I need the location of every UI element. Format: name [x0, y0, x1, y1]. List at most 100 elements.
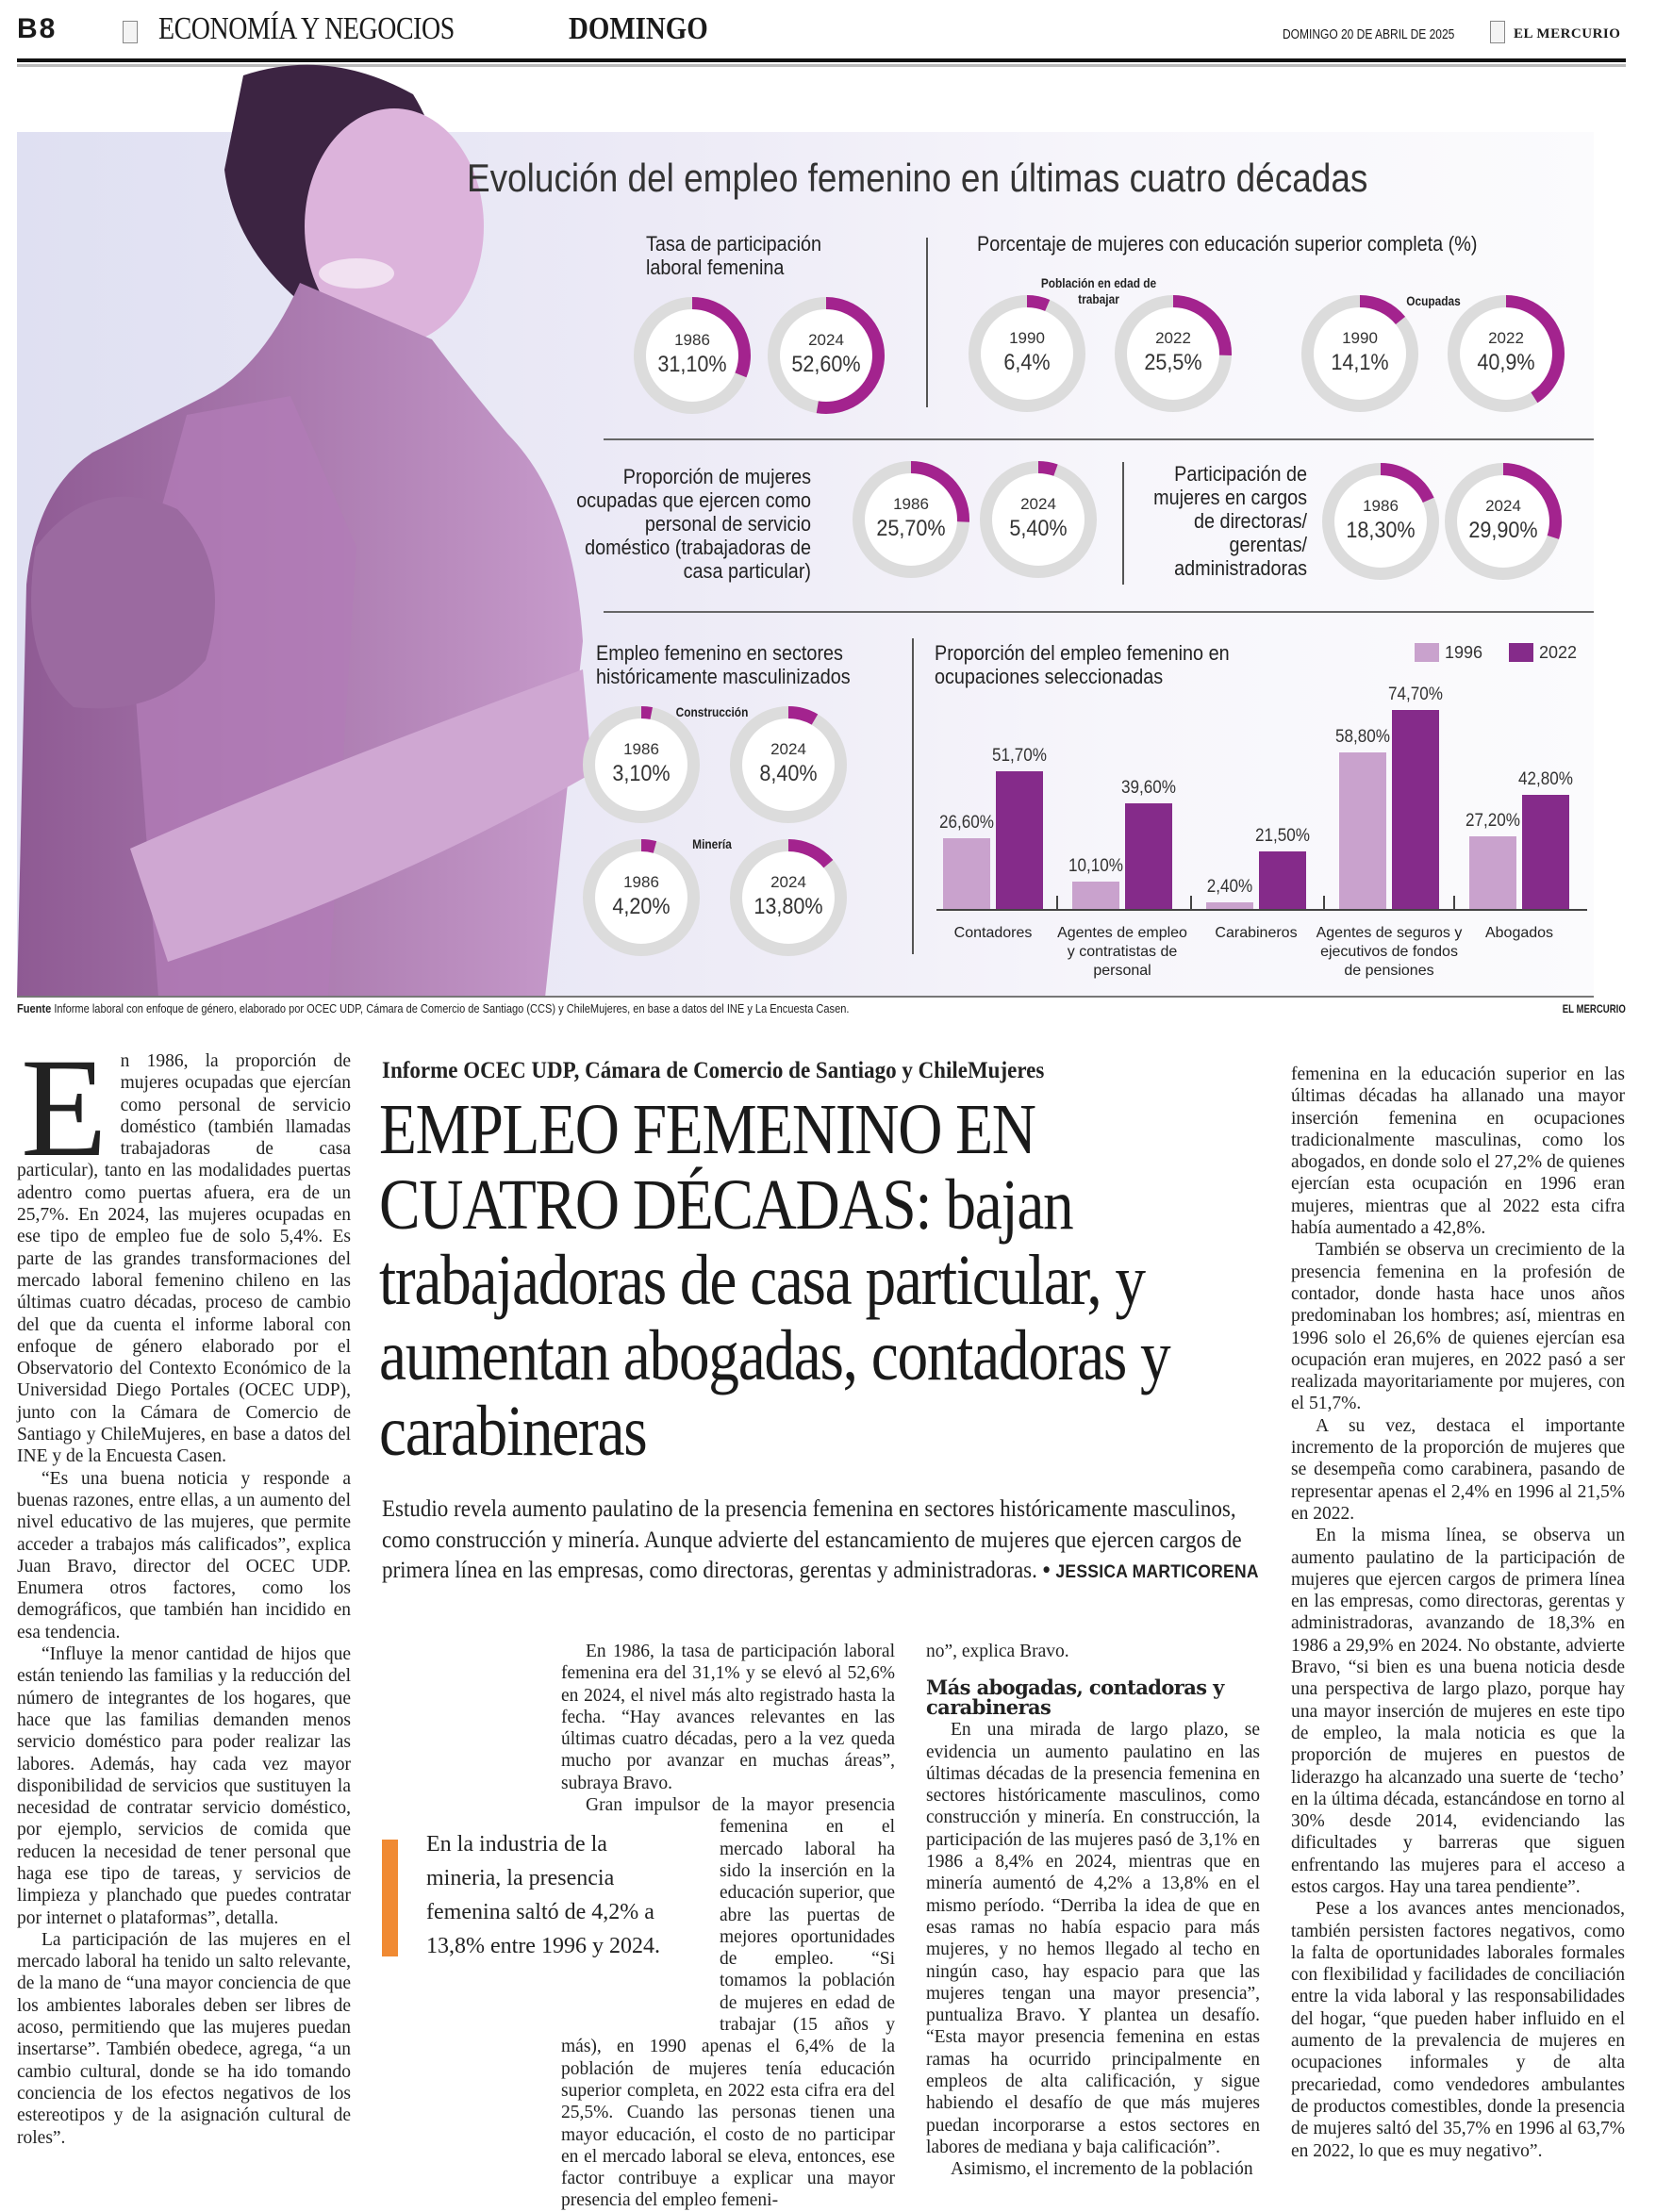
donut-directors-1986: 1986 18,30%	[1322, 463, 1439, 580]
paragraph: También se observa un crecimiento de la …	[1291, 1240, 1625, 1414]
donut-ring	[1445, 463, 1562, 580]
donut-year: 1986	[623, 873, 659, 891]
article-column-3: no”, explica Bravo. Más abogadas, contad…	[926, 1641, 1260, 2181]
bar-2022	[996, 770, 1043, 909]
construction-label: Construcción	[675, 704, 749, 719]
paragraph: A su vez, destaca el importante incremen…	[1291, 1415, 1625, 1524]
donut-arc	[768, 297, 885, 414]
paragraph: En una mirada de largo plazo, se evidenc…	[926, 1720, 1260, 2157]
legend-swatch-1996	[1415, 643, 1439, 662]
bar-1996	[943, 837, 990, 909]
infographic-title: Evolución del empleo femenino en últimas…	[467, 156, 1368, 200]
bar-value-label: 26,60%	[938, 812, 994, 833]
paragraph: femenina en la educación superior en las…	[1291, 1065, 1625, 1239]
donut-year: 1986	[674, 331, 710, 349]
donut-value: 6,4%	[1003, 350, 1051, 375]
paragraph: En 1986, la tasa de participación labora…	[561, 1642, 895, 1793]
donut-arc	[583, 839, 700, 956]
paragraph: Gran impulsor de la mayor presencia feme…	[561, 1795, 895, 2211]
bar-value-label: 58,80%	[1334, 726, 1390, 747]
donut-value: 18,30%	[1346, 518, 1416, 543]
paragraph: no”, explica Bravo.	[926, 1642, 1069, 1661]
donut-value: 5,40%	[1009, 516, 1068, 541]
paragraph: n 1986, la proporción de mujeres ocupada…	[17, 1051, 351, 1467]
header-rule	[17, 64, 1626, 67]
donut-ring	[1322, 463, 1439, 580]
donut-ring	[1448, 295, 1565, 412]
bar-2022	[1125, 802, 1172, 909]
bar-chart-title: Proporción del empleo femenino en ocupac…	[935, 641, 1230, 688]
article-headline: EMPLEO FEMENINO EN CUATRO DÉCADAS: bajan…	[379, 1090, 1171, 1471]
x-axis-line	[936, 909, 1587, 911]
bar-2022	[1392, 709, 1439, 909]
section-title: ECONOMÍA Y NEGOCIOS	[158, 11, 455, 46]
donut-value: 13,80%	[753, 894, 823, 919]
donut-year: 2024	[770, 873, 806, 891]
donut-mining-2024: 2024 13,80%	[730, 839, 847, 956]
donut-ring	[583, 706, 700, 823]
donut-year: 1986	[893, 495, 929, 513]
directors-title: Participación de mujeres en cargos de di…	[1153, 462, 1307, 580]
donut-arc	[1448, 295, 1565, 412]
separator-marker-icon	[1490, 21, 1505, 43]
employed-label: Ocupadas	[1406, 293, 1461, 308]
donut-value: 31,10%	[657, 352, 727, 377]
paragraph: La participación de las mujeres en el me…	[17, 1929, 351, 2148]
legend-label-1996: 1996	[1445, 643, 1483, 662]
bar-1996	[1339, 751, 1386, 909]
donut-year: 2024	[1020, 495, 1056, 513]
divider	[926, 238, 928, 407]
donut-ring	[853, 461, 969, 578]
donut-year: 1990	[1009, 329, 1045, 347]
donut-ring	[1115, 295, 1232, 412]
donut-ring	[583, 839, 700, 956]
source-label: Fuente	[17, 1001, 52, 1015]
bar-value-label: 21,50%	[1254, 826, 1310, 847]
drop-cap: E	[21, 1030, 108, 1186]
header-rule	[17, 58, 1626, 62]
paragraph: En la misma línea, se observa un aumento…	[1291, 1526, 1625, 1897]
donut-ring	[980, 461, 1097, 578]
x-axis-tick	[1190, 896, 1192, 909]
paragraph: “Es una buena noticia y responde a buena…	[17, 1468, 351, 1642]
legend-swatch-2022	[1509, 643, 1533, 662]
donut-year: 2024	[1485, 497, 1521, 515]
donut-domestic-2024: 2024 5,40%	[980, 461, 1097, 578]
deck-text: Estudio revela aumento paulatino de la p…	[382, 1496, 1242, 1583]
donut-construction-2024: 2024 8,40%	[730, 706, 847, 823]
donut-ring	[634, 297, 751, 414]
article-column-2: En 1986, la tasa de participación labora…	[561, 1641, 895, 2212]
donut-construction-1986: 1986 3,10%	[583, 706, 700, 823]
category-label: Abogados	[1484, 925, 1554, 941]
source-note: Fuente Informe laboral con enfoque de gé…	[17, 1001, 849, 1015]
mining-label: Minería	[692, 836, 732, 851]
bar-value-label: 2,40%	[1206, 877, 1253, 898]
bar-value-label: 39,60%	[1120, 777, 1176, 798]
subheading: Más abogadas, contadoras y carabineras	[926, 1676, 1224, 1720]
divider	[912, 638, 914, 954]
divider	[604, 611, 1594, 613]
issue-date: DOMINGO 20 DE ABRIL DE 2025	[1283, 26, 1455, 42]
helmet-shape	[31, 496, 215, 709]
donut-arc	[1115, 295, 1232, 412]
paragraph: “Influye la menor cantidad de hijos que …	[17, 1644, 351, 1928]
donut-value: 25,70%	[876, 516, 946, 541]
category-label: Carabineros	[1215, 925, 1298, 941]
source-brand: EL MERCURIO	[1562, 1002, 1626, 1015]
paragraph: Asimismo, el incremento de la población	[951, 2159, 1253, 2180]
donut-year: 2022	[1488, 329, 1524, 347]
bar-value-label: 10,10%	[1068, 856, 1123, 877]
donut-arc	[853, 461, 969, 578]
donut-domestic-1986: 1986 25,70%	[853, 461, 969, 578]
donut-ring	[768, 297, 885, 414]
bar-1996	[1206, 902, 1253, 909]
donut-year: 1986	[1363, 497, 1399, 515]
donut-arc	[980, 461, 1097, 578]
donut-arc	[1322, 463, 1439, 580]
article-column-4: femenina en la educación superior en las…	[1291, 1064, 1625, 2162]
donut-ring	[730, 706, 847, 823]
newspaper-brand: EL MERCURIO	[1514, 26, 1621, 41]
participation-title: Tasa de participación laboral femenina	[646, 232, 822, 279]
donut-participation-1986: 1986 31,10%	[634, 297, 751, 414]
page-number: B8	[17, 13, 58, 44]
